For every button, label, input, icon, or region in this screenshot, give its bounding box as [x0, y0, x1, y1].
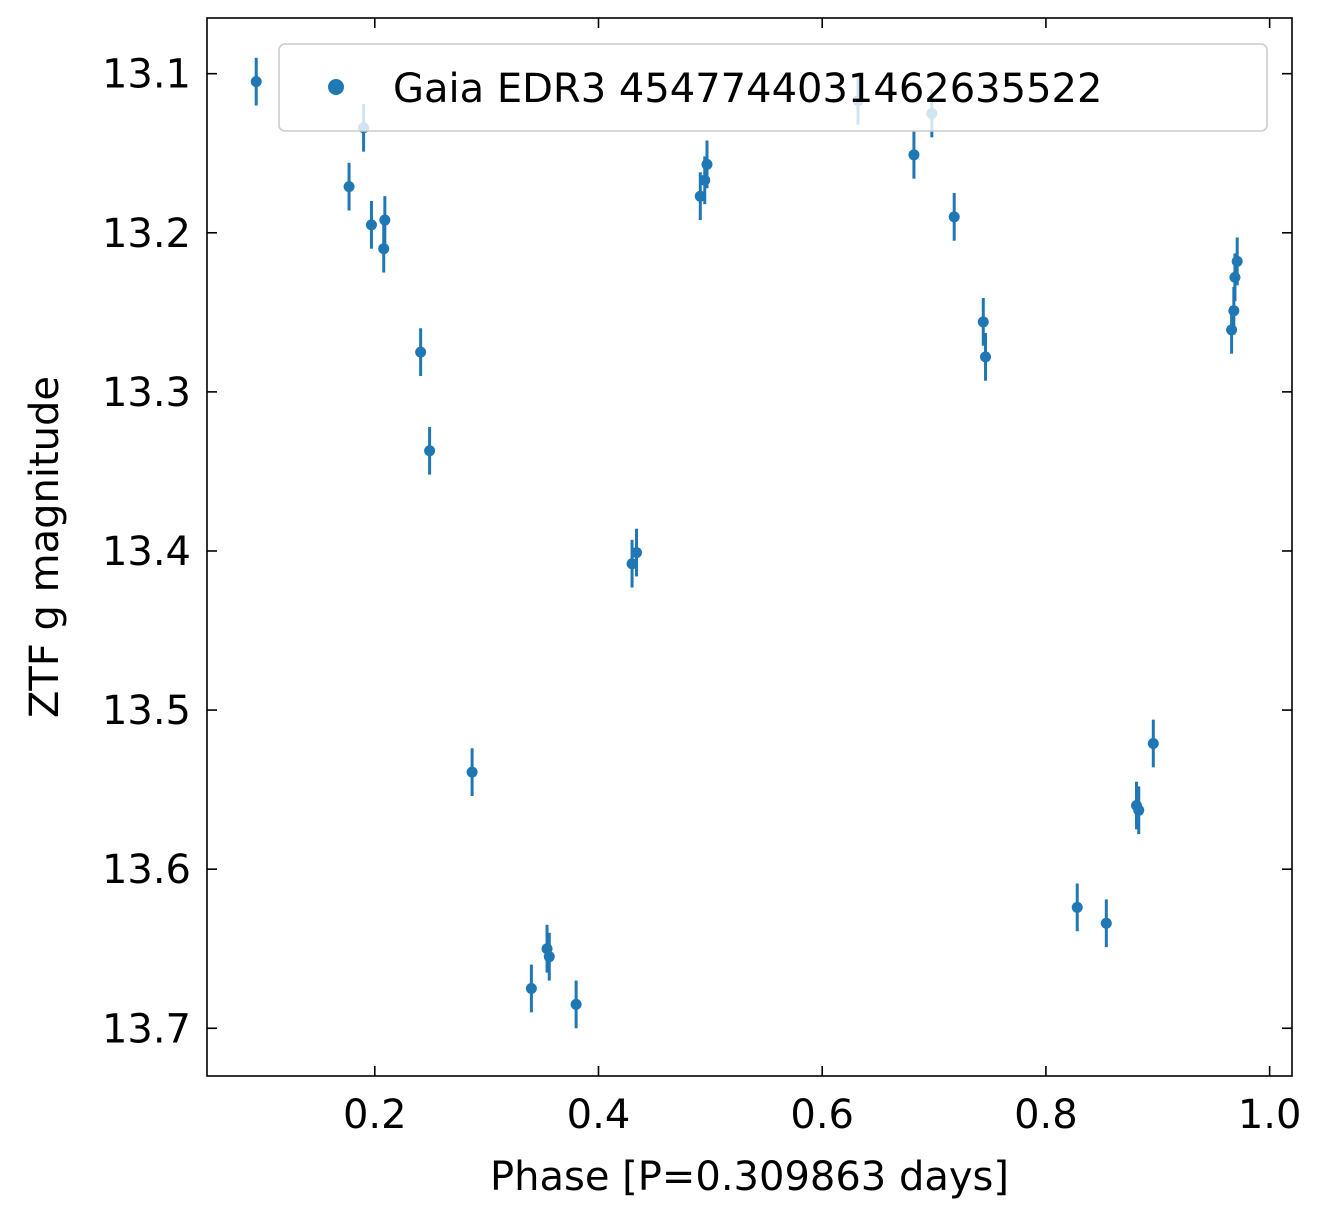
x-tick-label: 0.6	[790, 1092, 854, 1138]
data-point	[1133, 804, 1145, 816]
data-point	[250, 76, 262, 88]
y-tick-label: 13.5	[102, 688, 191, 734]
data-point	[525, 982, 537, 994]
data-point	[1228, 305, 1240, 317]
data-point	[570, 998, 582, 1010]
data-point	[626, 558, 638, 570]
data-point	[1071, 901, 1083, 913]
axis-ticks: 0.2 0.4 0.6 0.8 1.0 13.1 13.2 13.3 13.4 13.5 13.6 1…	[102, 18, 1302, 1138]
data-point	[948, 211, 960, 223]
data-marks	[250, 57, 1243, 1029]
data-point	[1147, 737, 1159, 749]
data-point	[378, 243, 390, 255]
data-point	[701, 158, 713, 170]
y-tick-label: 13.4	[102, 529, 191, 575]
legend: Gaia EDR3 4547744031462635522	[278, 43, 1268, 132]
x-tick-label: 0.2	[343, 1092, 407, 1138]
data-point	[699, 174, 711, 186]
y-tick-label: 13.6	[102, 847, 191, 893]
data-point	[379, 214, 391, 226]
legend-box	[278, 43, 1268, 132]
data-point	[1100, 917, 1112, 929]
data-point	[424, 445, 436, 457]
x-tick-label: 0.8	[1014, 1092, 1078, 1138]
data-point	[466, 766, 478, 778]
data-point	[343, 181, 355, 193]
data-point	[543, 951, 555, 963]
data-point	[977, 316, 989, 328]
data-point	[694, 190, 706, 202]
data-point	[1226, 324, 1238, 336]
y-tick-label: 13.2	[102, 211, 191, 257]
plot-frame	[206, 17, 1293, 1077]
data-point	[1231, 255, 1243, 267]
data-point	[631, 547, 643, 559]
legend-entry-label: Gaia EDR3 4547744031462635522	[393, 66, 1102, 112]
data-point	[980, 351, 992, 363]
x-tick-label: 0.4	[567, 1092, 631, 1138]
data-point	[1229, 271, 1241, 283]
data-point	[365, 219, 377, 231]
y-tick-label: 13.3	[102, 370, 191, 416]
data-point	[415, 346, 427, 358]
data-point	[908, 149, 920, 161]
y-tick-label: 13.7	[102, 1006, 191, 1052]
y-tick-label: 13.1	[102, 52, 191, 98]
x-tick-label: 1.0	[1238, 1092, 1302, 1138]
y-axis-label: ZTF g magnitude	[22, 376, 68, 718]
x-axis-label: Phase [P=0.309863 days]	[490, 1154, 1009, 1200]
legend-marker	[328, 79, 344, 95]
